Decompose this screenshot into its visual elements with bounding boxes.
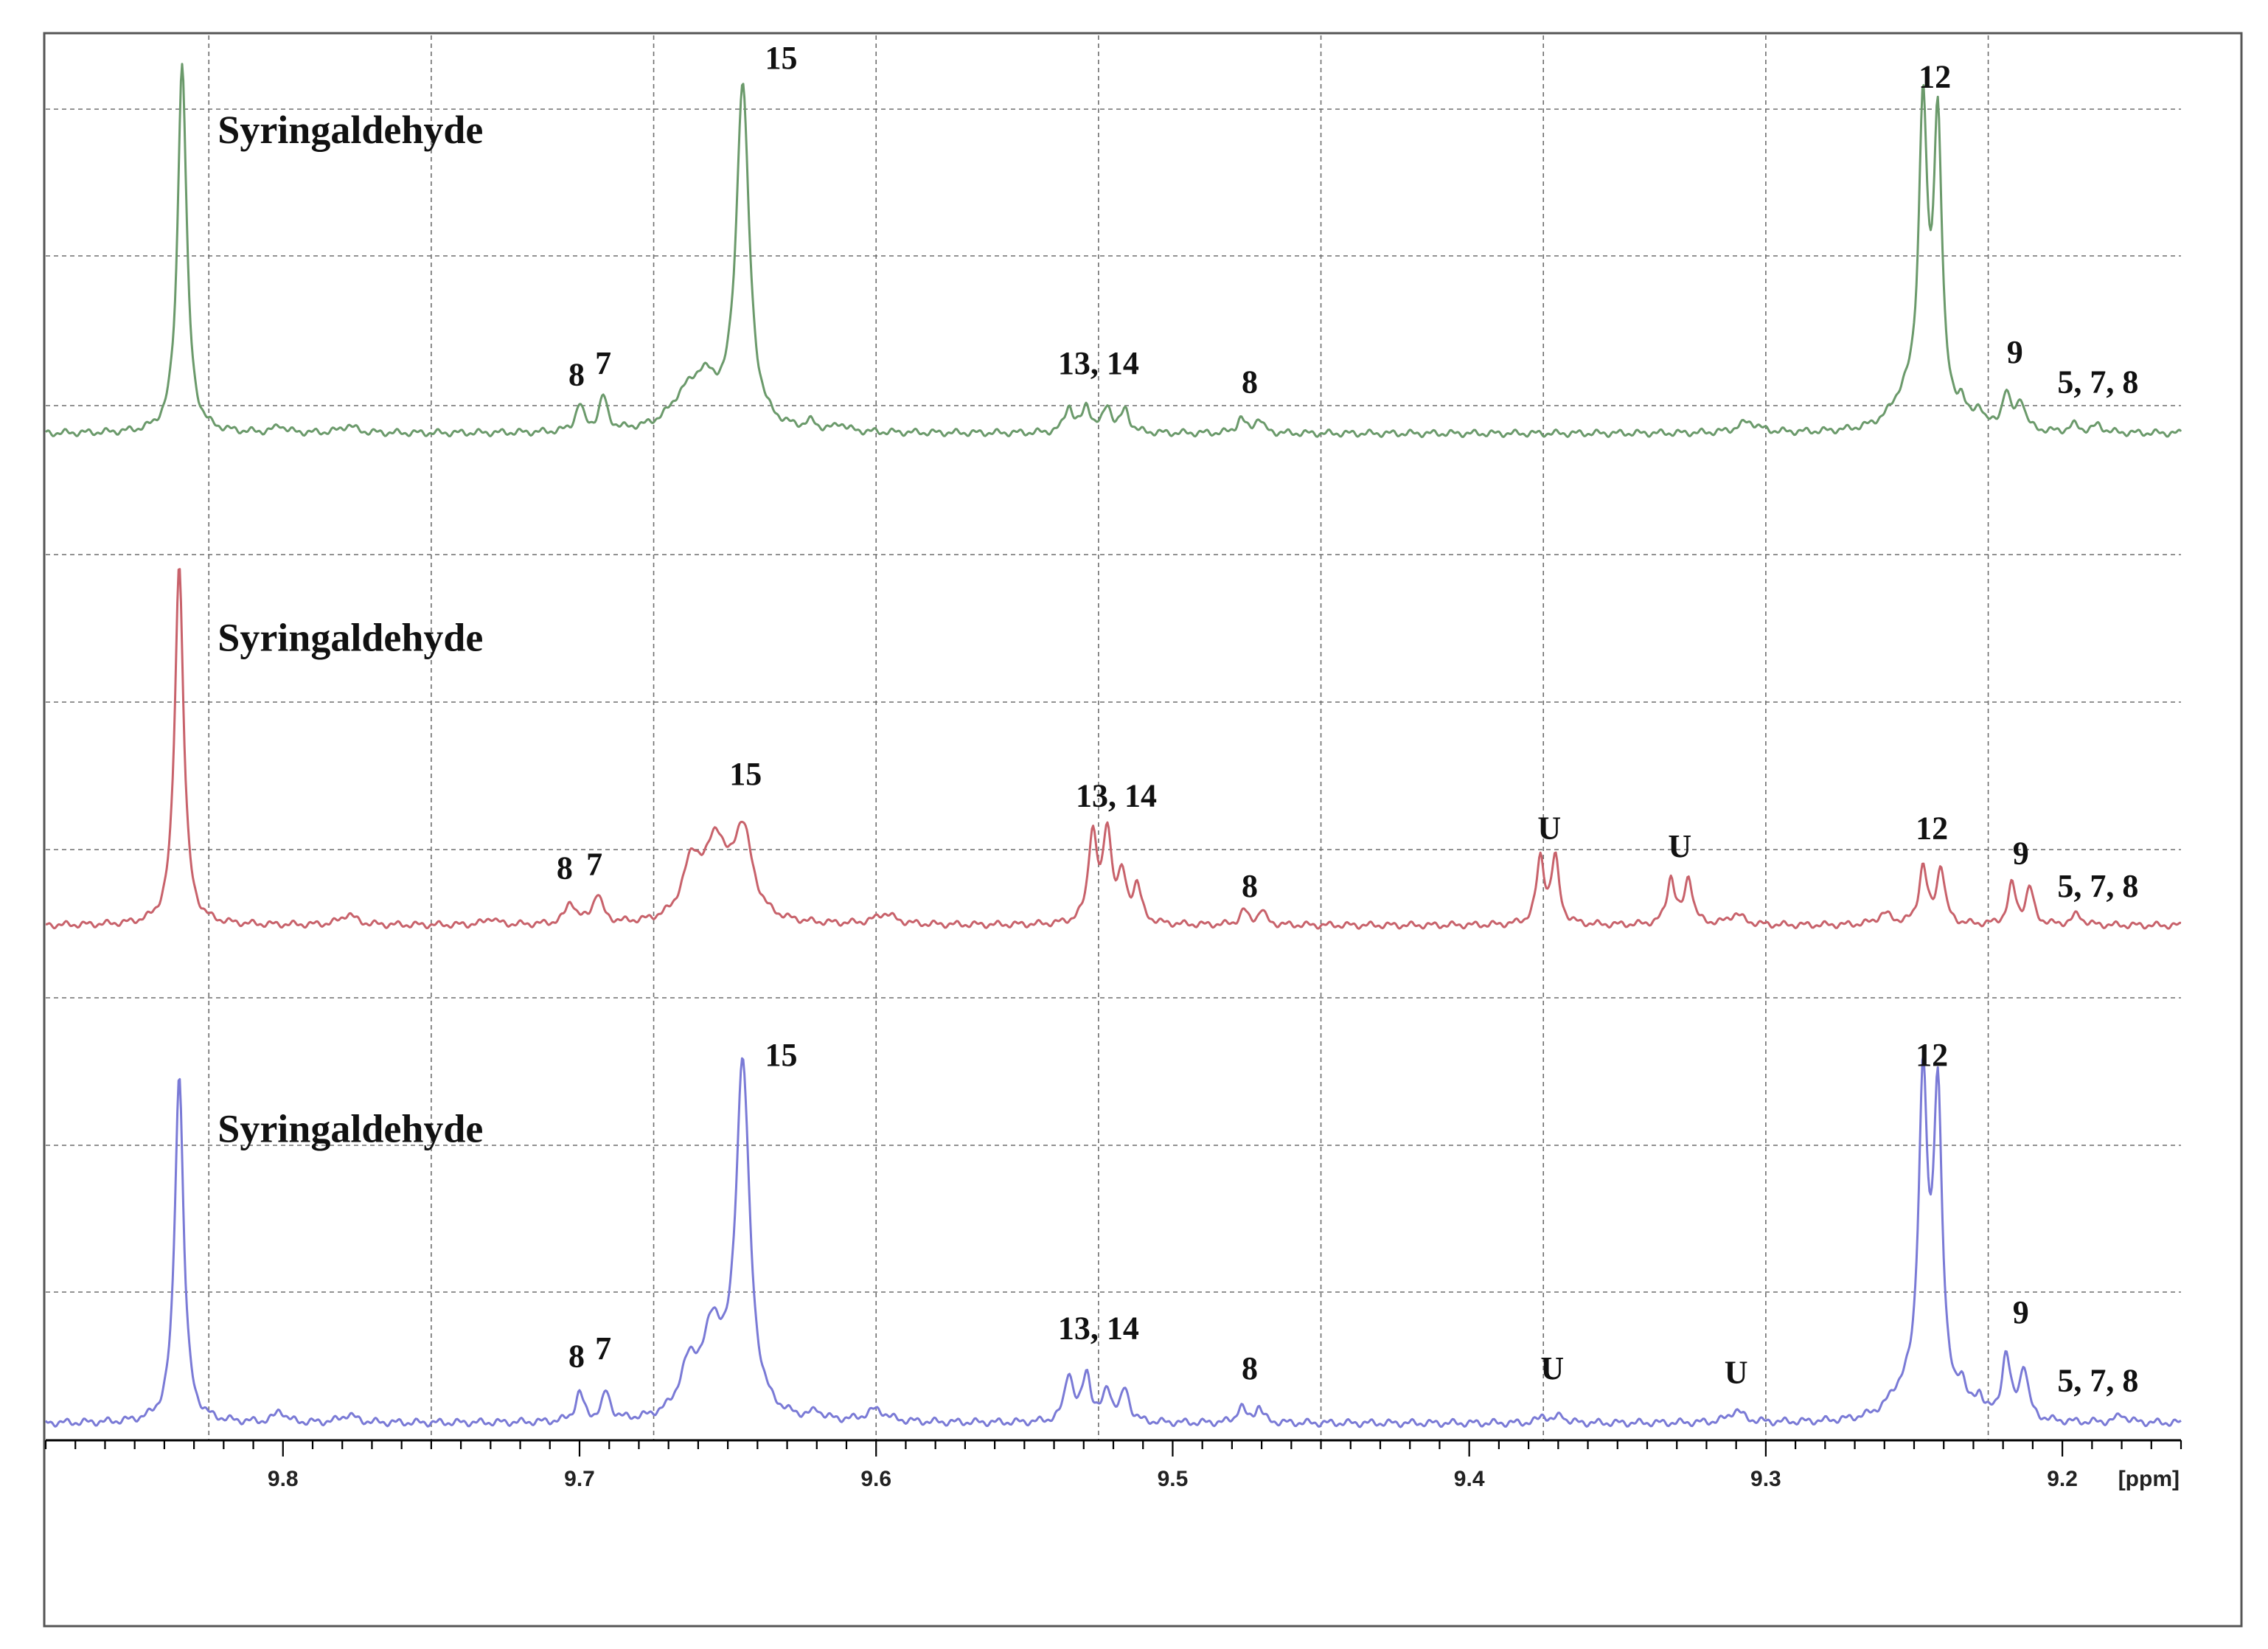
spectra-traces bbox=[44, 63, 2182, 1428]
x-axis-unit-label: [ppm] bbox=[2118, 1467, 2180, 1491]
peak-label: U bbox=[1540, 1350, 1564, 1386]
peak-label: 7 bbox=[595, 1330, 611, 1367]
peak-label: 9 bbox=[2013, 1294, 2029, 1330]
peak-label: 13, 14 bbox=[1058, 345, 1139, 381]
peak-label: 8 bbox=[1242, 868, 1258, 904]
peak-label: U bbox=[1537, 810, 1561, 846]
spectrum-trace-top bbox=[45, 63, 2182, 439]
peak-label: 15 bbox=[729, 756, 762, 792]
peak-label: 12 bbox=[1919, 58, 1951, 94]
peak-label: 8 bbox=[568, 356, 585, 392]
x-tick-label: 9.3 bbox=[1750, 1467, 1781, 1491]
peak-label: 5, 7, 8 bbox=[2057, 868, 2138, 904]
peak-label: 12 bbox=[1916, 1037, 1948, 1073]
peak-label: 7 bbox=[586, 846, 602, 882]
peak-label: 12 bbox=[1916, 810, 1948, 846]
x-tick-label: 9.8 bbox=[268, 1467, 299, 1491]
peak-label: 8 bbox=[557, 850, 573, 886]
peak-label: 8 bbox=[568, 1339, 585, 1375]
peak-label: 5, 7, 8 bbox=[2057, 1362, 2138, 1398]
x-tick-label: 9.5 bbox=[1158, 1467, 1189, 1491]
x-tick-label: 9.4 bbox=[1454, 1467, 1485, 1491]
peak-label: U bbox=[1668, 828, 1691, 864]
peak-label: 9 bbox=[2013, 836, 2029, 872]
peak-label: 7 bbox=[595, 345, 611, 381]
x-tick-label: 9.2 bbox=[2047, 1467, 2078, 1491]
peak-label: 8 bbox=[1242, 1350, 1258, 1386]
series-label-bottom: Syringaldehyde bbox=[218, 1107, 483, 1151]
peak-label: 5, 7, 8 bbox=[2057, 364, 2138, 400]
series-label-middle: Syringaldehyde bbox=[218, 616, 483, 660]
x-tick-label: 9.6 bbox=[860, 1467, 891, 1491]
grid bbox=[46, 35, 2181, 1440]
peak-label: 9 bbox=[2007, 334, 2023, 370]
peak-label: 13, 14 bbox=[1058, 1310, 1139, 1347]
x-axis: 9.8 9.7 9.6 9.5 9.4 9.3 9.2 [ppm] bbox=[44, 1439, 2182, 1491]
peak-label: 8 bbox=[1242, 364, 1258, 400]
peak-label: 13, 14 bbox=[1076, 777, 1157, 813]
spectrum-trace-middle bbox=[45, 568, 2182, 930]
spectrum-trace-bottom bbox=[44, 1053, 2182, 1428]
x-tick-label: 9.7 bbox=[564, 1467, 595, 1491]
series-label-top: Syringaldehyde bbox=[218, 108, 483, 152]
figure-frame bbox=[43, 32, 2243, 1628]
peak-label: 15 bbox=[765, 40, 798, 76]
peak-label: 15 bbox=[765, 1037, 798, 1073]
peak-label: U bbox=[1725, 1355, 1748, 1391]
